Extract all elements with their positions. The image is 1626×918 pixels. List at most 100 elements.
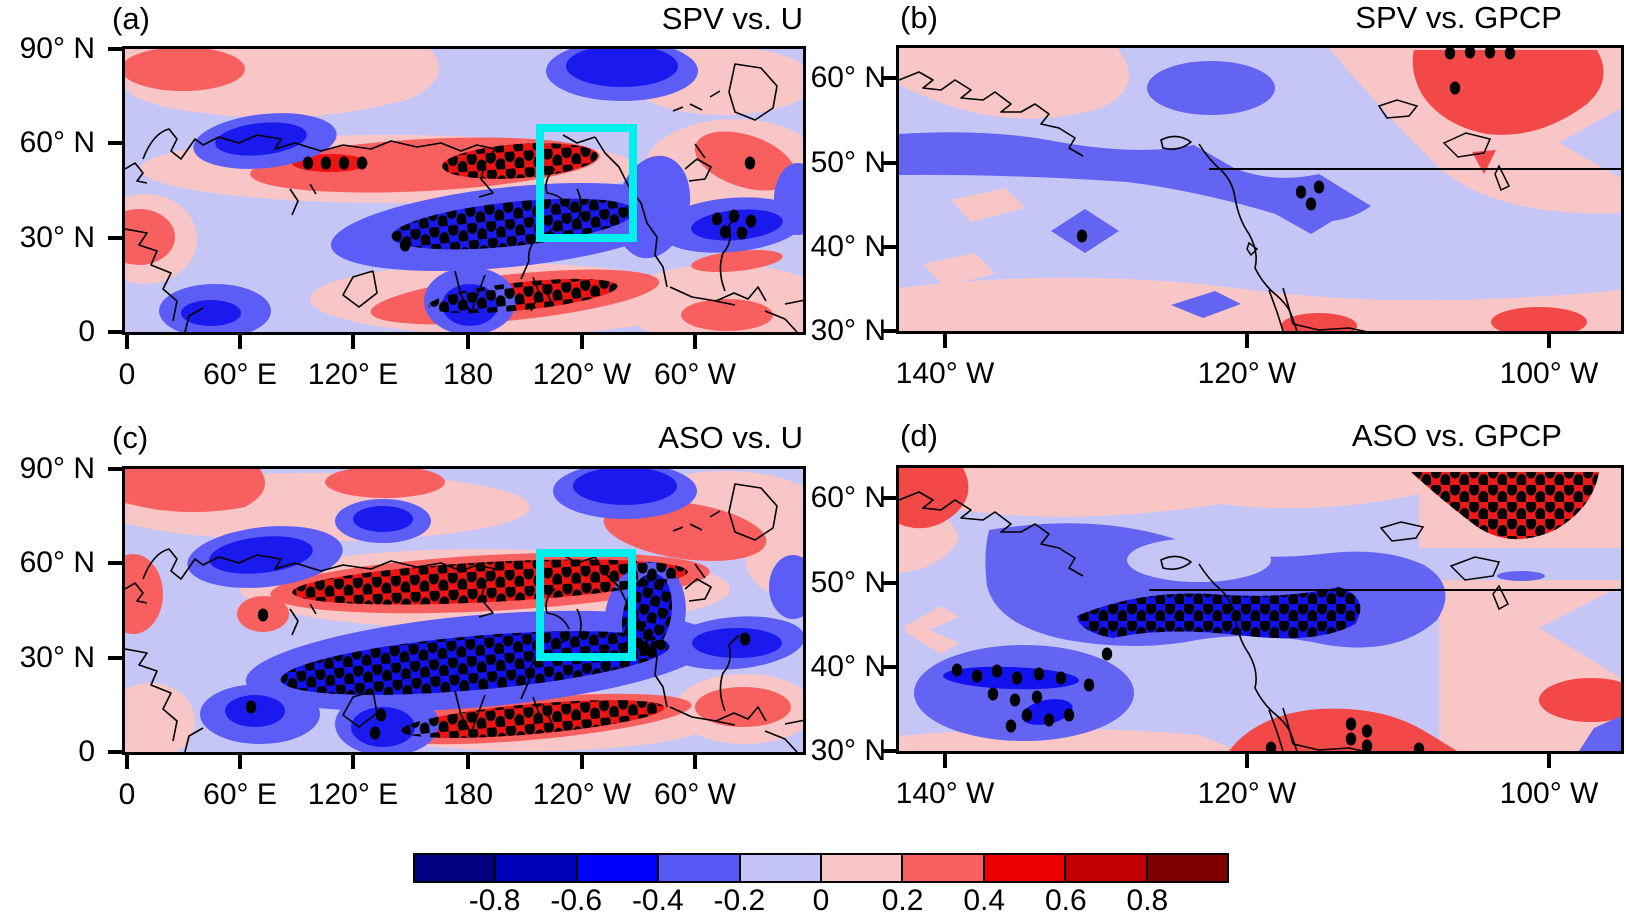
c-y-tick-label-1: 60° N <box>19 546 95 579</box>
c-y-tickmark-0 <box>108 467 123 471</box>
b-y-tickmark-1 <box>882 161 897 165</box>
c-x-tick-label-4: 120° W <box>532 778 632 811</box>
a-x-tickmark-3 <box>466 334 470 349</box>
colorbar-segment-6 <box>901 855 983 881</box>
lake-outlines <box>1246 99 1511 257</box>
panel-c-stipple <box>245 559 751 740</box>
colorbar-tick-label-7: 0.6 <box>1044 884 1087 917</box>
coastline <box>125 483 803 752</box>
panel-b-svg <box>899 48 1621 331</box>
b-x-tick-label-1: 120° W <box>1197 357 1297 390</box>
colorbar-tick-label-0: -0.8 <box>468 884 521 917</box>
colorbar-tick-label-6: 0.4 <box>963 884 1006 917</box>
panel-c-svg <box>125 469 803 752</box>
a-x-tick-label-5: 60° W <box>653 358 737 391</box>
panel-c-title: ASO vs. U <box>658 420 803 455</box>
colorbar-tick-label-5: 0.2 <box>881 884 924 917</box>
b-y-tickmark-0 <box>882 76 897 80</box>
highlight-box <box>536 549 636 661</box>
a-y-tick-label-3: 0 <box>78 315 95 348</box>
panel-a-svg <box>125 49 803 332</box>
panel-d-stipple <box>951 472 1599 751</box>
panel-b-stipple <box>1076 48 1516 243</box>
b-y-tick-label-1: 50° N <box>810 146 886 179</box>
d-x-tick-label-2: 100° W <box>1499 777 1599 810</box>
a-y-tick-label-2: 30° N <box>19 221 95 254</box>
a-y-tickmark-0 <box>108 47 123 51</box>
coastline <box>125 63 803 332</box>
d-x-tick-label-0: 140° W <box>895 777 995 810</box>
a-x-tickmark-0 <box>125 334 129 349</box>
a-y-tick-label-1: 60° N <box>19 126 95 159</box>
d-x-tickmark-2 <box>1547 753 1551 768</box>
c-x-tick-label-1: 60° E <box>203 778 277 811</box>
a-x-tick-label-0: 0 <box>118 358 136 391</box>
a-y-tickmark-3 <box>108 330 123 334</box>
d-y-tickmark-3 <box>882 749 897 753</box>
c-x-tick-label-0: 0 <box>118 778 136 811</box>
colorbar-segment-5 <box>820 855 902 881</box>
a-y-tick-label-0: 90° N <box>19 32 95 65</box>
d-y-tick-label-3: 30° N <box>810 734 886 767</box>
panel-a-letter: (a) <box>112 1 150 36</box>
colorbar-segment-8 <box>1064 855 1146 881</box>
b-x-tick-label-0: 140° W <box>895 357 995 390</box>
c-x-tickmark-2 <box>351 754 355 769</box>
c-y-tick-label-0: 90° N <box>19 452 95 485</box>
colorbar <box>413 853 1229 883</box>
colorbar-segment-3 <box>657 855 739 881</box>
colorbar-segment-1 <box>494 855 576 881</box>
c-x-tickmark-3 <box>466 754 470 769</box>
a-x-tick-label-2: 120° E <box>307 358 399 391</box>
colorbar-tick-label-3: -0.2 <box>713 884 766 917</box>
a-x-tick-label-4: 120° W <box>532 358 632 391</box>
a-x-tickmark-5 <box>693 334 697 349</box>
colorbar-tick-label-1: -0.6 <box>550 884 603 917</box>
lake-outlines <box>1379 521 1509 611</box>
panel-b-letter: (b) <box>900 0 938 35</box>
a-y-tickmark-2 <box>108 236 123 240</box>
colorbar-tick-label-4: 0 <box>812 884 830 917</box>
panel-b-title: SPV vs. GPCP <box>1355 0 1562 35</box>
colorbar-segment-0 <box>415 855 495 881</box>
d-y-tick-label-1: 50° N <box>810 566 886 599</box>
b-y-tick-label-0: 60° N <box>810 61 886 94</box>
d-y-tickmark-1 <box>882 581 897 585</box>
c-x-tickmark-1 <box>238 754 242 769</box>
panel-a-title: SPV vs. U <box>661 1 803 36</box>
d-y-tick-label-0: 60° N <box>810 481 886 514</box>
d-x-tick-label-1: 120° W <box>1197 777 1297 810</box>
a-y-tickmark-1 <box>108 141 123 145</box>
d-y-tickmark-0 <box>882 496 897 500</box>
panel-d-svg <box>899 468 1621 751</box>
coastline <box>899 71 1367 331</box>
panel-b-positive-regions <box>899 48 1621 331</box>
c-y-tickmark-1 <box>108 561 123 565</box>
d-y-tick-label-2: 40° N <box>810 650 886 683</box>
a-x-tickmark-2 <box>351 334 355 349</box>
c-y-tickmark-3 <box>108 750 123 754</box>
colorbar-tick-label-8: 0.8 <box>1126 884 1169 917</box>
colorbar-tick-label-2: -0.4 <box>631 884 684 917</box>
colorbar-segment-7 <box>982 855 1065 881</box>
panel-b-negative-regions <box>899 61 1371 318</box>
panel-d-map <box>896 465 1624 754</box>
a-x-tick-label-1: 60° E <box>203 358 277 391</box>
d-x-tickmark-1 <box>1245 753 1249 768</box>
c-x-tickmark-4 <box>580 754 584 769</box>
colorbar-segment-9 <box>1145 855 1228 881</box>
c-x-tick-label-2: 120° E <box>307 778 399 811</box>
b-x-tick-label-2: 100° W <box>1499 357 1599 390</box>
b-y-tickmark-3 <box>882 329 897 333</box>
highlight-box <box>536 124 637 242</box>
d-y-tickmark-2 <box>882 665 897 669</box>
panel-c-map <box>122 466 806 755</box>
panel-b-map <box>896 45 1624 334</box>
d-x-tickmark-0 <box>943 753 947 768</box>
b-y-tick-label-3: 30° N <box>810 314 886 347</box>
panel-d-title: ASO vs. GPCP <box>1351 418 1562 453</box>
b-x-tickmark-1 <box>1245 333 1249 348</box>
colorbar-segment-4 <box>738 855 821 881</box>
coastline <box>899 491 1367 751</box>
